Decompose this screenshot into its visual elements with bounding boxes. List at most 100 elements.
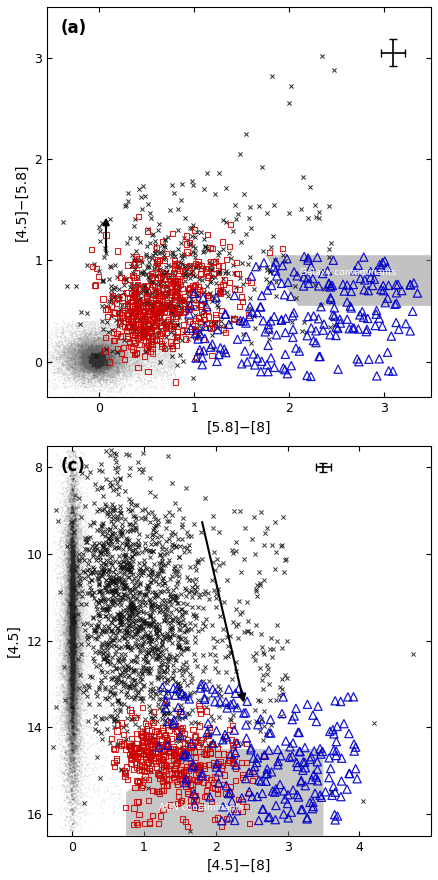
Point xyxy=(141,360,148,374)
Point xyxy=(69,670,76,684)
Point xyxy=(104,341,111,356)
Point xyxy=(72,530,79,544)
Point xyxy=(57,372,64,386)
Point xyxy=(80,334,87,348)
Point xyxy=(126,354,133,368)
Point xyxy=(74,608,81,622)
Point xyxy=(71,634,78,648)
Point xyxy=(72,558,79,572)
Point xyxy=(78,338,85,352)
Point xyxy=(59,342,66,356)
Point xyxy=(90,364,97,378)
Point xyxy=(101,326,108,340)
Point xyxy=(68,695,75,709)
Point xyxy=(63,686,70,700)
Point xyxy=(216,695,223,709)
Point xyxy=(99,355,106,369)
Point xyxy=(122,370,129,384)
Point xyxy=(82,354,89,368)
Point xyxy=(78,359,85,373)
Point xyxy=(92,354,99,368)
Point xyxy=(106,363,113,378)
Point xyxy=(108,478,115,492)
Point xyxy=(78,702,85,716)
Point xyxy=(95,352,102,366)
Point xyxy=(104,349,111,363)
Point xyxy=(142,372,149,386)
Point xyxy=(213,634,220,648)
Point xyxy=(95,355,102,369)
Point xyxy=(92,350,99,364)
Point xyxy=(120,333,127,347)
Point xyxy=(63,518,70,532)
Point xyxy=(91,349,98,363)
Point xyxy=(69,673,76,687)
Point xyxy=(64,605,71,619)
Point xyxy=(67,573,74,587)
Point xyxy=(101,337,108,351)
Point xyxy=(53,474,60,488)
Point xyxy=(93,354,100,368)
Point xyxy=(63,353,70,367)
Point xyxy=(72,606,79,620)
Point xyxy=(177,722,184,736)
Point xyxy=(93,366,100,380)
Point xyxy=(205,729,212,743)
Point xyxy=(76,664,83,678)
Point xyxy=(74,691,81,705)
Point xyxy=(79,569,86,583)
Point xyxy=(120,361,127,375)
Point xyxy=(90,323,97,337)
Point xyxy=(121,356,128,370)
Point xyxy=(196,326,203,341)
Point xyxy=(69,530,76,544)
Point xyxy=(94,356,101,370)
Point xyxy=(88,354,95,368)
Point xyxy=(98,356,105,370)
Point xyxy=(66,567,73,581)
Point xyxy=(63,648,70,662)
Point xyxy=(67,339,74,353)
Point xyxy=(78,362,85,376)
Point xyxy=(73,633,80,647)
Point xyxy=(64,730,71,744)
Point xyxy=(90,345,97,359)
Point xyxy=(71,590,78,605)
Point xyxy=(72,532,79,546)
Point xyxy=(81,340,88,354)
Point xyxy=(67,586,74,600)
Point xyxy=(67,643,74,657)
Point xyxy=(71,609,78,623)
Point xyxy=(101,365,108,379)
Point xyxy=(71,550,78,564)
Point xyxy=(131,356,138,370)
Point xyxy=(124,258,131,272)
Point xyxy=(68,737,75,752)
Point xyxy=(83,354,90,368)
Point xyxy=(101,336,108,350)
Point xyxy=(71,675,78,689)
Point xyxy=(126,361,133,375)
Point xyxy=(143,370,150,384)
Point xyxy=(69,606,76,620)
Point xyxy=(71,664,78,678)
Point xyxy=(86,356,93,370)
Point xyxy=(74,637,81,651)
Point xyxy=(68,686,75,700)
Point xyxy=(89,353,96,367)
Point xyxy=(90,353,97,367)
Point xyxy=(309,708,316,722)
Point xyxy=(74,754,81,768)
Point xyxy=(71,711,78,725)
Point xyxy=(66,583,73,597)
Point xyxy=(78,634,85,649)
Point xyxy=(78,352,85,366)
Point xyxy=(71,737,78,751)
Point xyxy=(68,622,75,636)
Point xyxy=(70,604,77,618)
Point xyxy=(96,345,103,359)
Point xyxy=(108,342,115,356)
Point xyxy=(96,356,103,370)
Point xyxy=(62,642,69,656)
Point xyxy=(180,326,187,340)
